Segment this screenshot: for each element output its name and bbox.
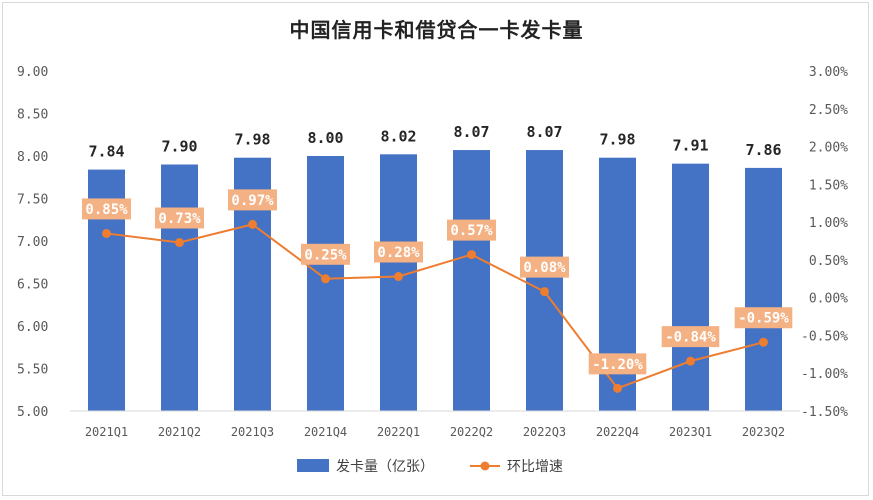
- left-axis-tick-label: 5.00: [17, 405, 48, 420]
- bar-value-label: 7.90: [161, 138, 197, 156]
- x-axis-tick-label: 2022Q4: [596, 425, 639, 439]
- x-axis-tick-label: 2021Q1: [85, 425, 128, 439]
- growth-point: [613, 383, 622, 393]
- right-axis-tick-label: 0.00%: [809, 292, 848, 307]
- right-axis-tick-label: 2.50%: [809, 103, 848, 118]
- growth-label-box: [301, 243, 350, 265]
- x-axis-tick-label: 2021Q3: [231, 425, 274, 439]
- left-axis: 9.00 8.50 8.00 7.50 7.00 6.50 6.00 5.50 5.00: [17, 65, 48, 420]
- x-axis-tick-label: 2021Q2: [158, 425, 201, 439]
- growth-point: [175, 238, 184, 248]
- x-axis-tick-label: 2022Q3: [523, 425, 566, 439]
- right-axis-tick-label: 1.00%: [809, 216, 848, 231]
- bar-series: [88, 150, 782, 412]
- growth-value-label: -0.59%: [738, 311, 789, 327]
- growth-value-label: 0.85%: [85, 202, 128, 218]
- line-data-labels: 0.85% 0.73% 0.97% 0.25% 0.28% 0.57% 0.08% -1.20…: [82, 189, 793, 375]
- bar-value-label: 8.07: [453, 123, 489, 141]
- growth-label-box: [155, 207, 204, 229]
- growth-value-label: -1.20%: [592, 357, 643, 373]
- bar-value-label: 8.00: [307, 129, 343, 147]
- left-axis-tick-label: 8.50: [17, 108, 48, 123]
- bar-value-label: 7.98: [234, 131, 270, 149]
- growth-point: [540, 287, 549, 297]
- growth-value-label: 0.25%: [304, 247, 347, 263]
- left-axis-tick-label: 7.50: [17, 193, 48, 208]
- right-axis-tick-label: 1.50%: [809, 178, 848, 193]
- growth-label-box: [228, 189, 277, 211]
- right-axis-tick-label: -1.00%: [801, 367, 848, 382]
- growth-point: [394, 272, 403, 282]
- bar-value-label: 7.84: [88, 143, 124, 161]
- legend-swatch-bars: [297, 459, 329, 472]
- x-axis: 2021Q1 2021Q2 2021Q3 2021Q4 2022Q1 2022Q2 2022…: [70, 410, 800, 439]
- bar-value-label: 8.07: [526, 123, 562, 141]
- left-axis-tick-label: 7.00: [17, 235, 48, 250]
- growth-label-box: [447, 219, 496, 241]
- bar: [161, 164, 198, 411]
- legend-label-line: 环比增速: [507, 459, 563, 475]
- growth-point: [467, 250, 476, 260]
- bar-value-label: 8.02: [380, 127, 416, 145]
- line-series: [102, 219, 768, 393]
- left-axis-tick-label: 5.50: [17, 363, 48, 378]
- growth-label-box: [734, 307, 793, 329]
- left-axis-tick-label: 6.00: [17, 320, 48, 335]
- chart-title: 中国信用卡和借贷合一卡发卡量: [289, 18, 584, 42]
- left-axis-tick-label: 8.00: [17, 150, 48, 165]
- growth-label-box: [661, 326, 720, 348]
- growth-line: [106, 223, 764, 390]
- left-axis-tick-label: 6.50: [17, 278, 48, 293]
- growth-point: [759, 337, 768, 347]
- growth-point: [321, 274, 330, 284]
- bar: [453, 150, 490, 412]
- growth-label-box: [588, 353, 647, 375]
- right-axis: 3.00% 2.50% 2.00% 1.50% 1.00% 0.50% 0.00% -0.50…: [801, 65, 848, 420]
- x-axis-tick-label: 2023Q2: [742, 425, 785, 439]
- x-axis-tick-label: 2022Q1: [377, 425, 420, 439]
- bar-data-labels: 7.84 7.90 7.98 8.00 8.02 8.07 8.07 7.98 7.91 7.86: [88, 123, 781, 161]
- bar-value-label: 7.86: [745, 141, 781, 159]
- bar: [526, 150, 563, 412]
- bar-value-label: 7.98: [599, 131, 635, 149]
- growth-value-label: 0.73%: [158, 211, 201, 227]
- bar: [380, 154, 417, 412]
- x-axis-tick-label: 2023Q1: [669, 425, 712, 439]
- growth-label-box: [82, 198, 131, 220]
- legend-label-bars: 发卡量（亿张）: [336, 459, 434, 475]
- legend-swatch-point: [480, 461, 490, 471]
- bar-value-label: 7.91: [672, 137, 708, 155]
- growth-value-label: 0.28%: [377, 245, 420, 261]
- bar: [745, 167, 782, 411]
- x-axis-tick-label: 2022Q2: [450, 425, 493, 439]
- growth-label-box: [520, 256, 569, 278]
- right-axis-tick-label: -1.50%: [801, 405, 848, 420]
- right-axis-tick-label: -0.50%: [801, 329, 848, 344]
- growth-value-label: 0.97%: [231, 193, 274, 209]
- bar: [307, 156, 344, 411]
- growth-point: [248, 219, 257, 229]
- growth-value-label: 0.57%: [450, 223, 493, 239]
- legend: 发卡量（亿张） 环比增速: [297, 459, 563, 475]
- right-axis-tick-label: 0.50%: [809, 254, 848, 269]
- right-axis-tick-label: 2.00%: [809, 141, 848, 156]
- growth-value-label: -0.84%: [665, 330, 716, 346]
- growth-value-label: 0.08%: [523, 260, 566, 276]
- growth-point: [102, 228, 111, 238]
- growth-point: [686, 356, 695, 366]
- growth-label-box: [374, 241, 423, 263]
- right-axis-tick-label: 3.00%: [809, 65, 848, 80]
- x-axis-tick-label: 2021Q4: [304, 425, 347, 439]
- left-axis-tick-label: 9.00: [17, 65, 48, 80]
- bar: [672, 163, 709, 411]
